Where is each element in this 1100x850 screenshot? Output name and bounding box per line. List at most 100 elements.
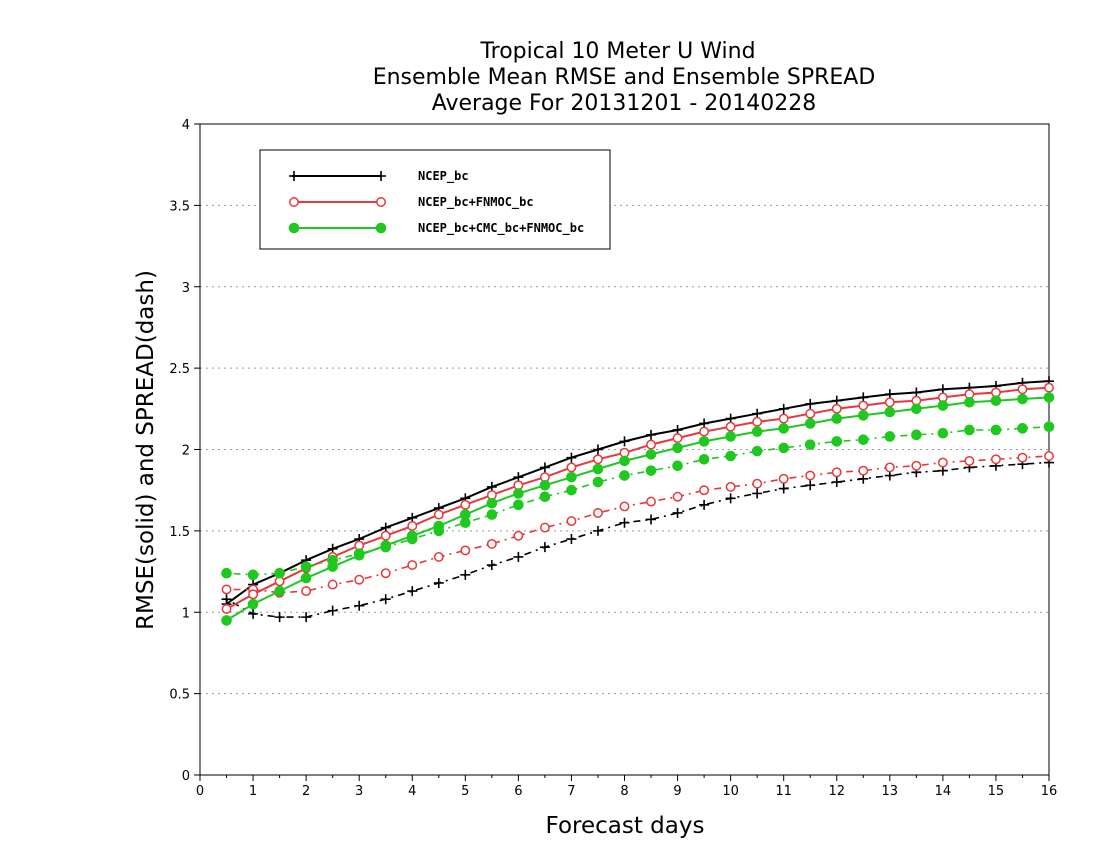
data-point xyxy=(752,488,763,499)
data-point xyxy=(539,522,550,533)
data-point xyxy=(1044,451,1054,461)
data-point xyxy=(699,426,710,437)
chart-title: Tropical 10 Meter U Wind Ensemble Mean R… xyxy=(373,39,876,116)
data-point xyxy=(274,612,285,623)
series-rmse-1 xyxy=(221,382,1054,614)
data-point xyxy=(752,416,763,427)
series-rmse-0 xyxy=(221,376,1054,610)
data-point xyxy=(406,530,418,542)
data-point xyxy=(911,403,922,415)
data-point xyxy=(778,423,789,434)
data-point xyxy=(513,551,524,562)
data-point xyxy=(460,569,471,580)
series-spread-2 xyxy=(221,421,1055,581)
legend-entry: NCEP_bc+CMC_bc+FNMOC_bc xyxy=(288,221,584,236)
title-line-2: Ensemble Mean RMSE and Ensemble SPREAD xyxy=(373,65,876,90)
x-axis: 0 1 2 3 4 5 6 7 8 9 10 11 12 13 14 15 16 xyxy=(196,775,1057,799)
data-point xyxy=(831,436,843,447)
data-point xyxy=(566,462,577,473)
data-point xyxy=(433,520,445,532)
data-point xyxy=(513,488,524,499)
data-point xyxy=(353,549,365,561)
data-point xyxy=(221,567,232,579)
data-point xyxy=(645,449,657,460)
data-point xyxy=(566,534,577,545)
x-tick-label: 6 xyxy=(514,784,522,799)
data-point xyxy=(619,517,630,528)
data-point xyxy=(407,560,418,571)
data-point xyxy=(460,499,471,510)
data-point xyxy=(433,577,444,588)
title-line-1: Tropical 10 Meter U Wind xyxy=(479,39,755,64)
data-point xyxy=(221,604,232,614)
data-point xyxy=(247,569,259,581)
data-point xyxy=(566,452,577,463)
data-point xyxy=(327,561,338,572)
data-point xyxy=(725,481,736,492)
data-point xyxy=(619,470,630,481)
x-tick-label: 14 xyxy=(935,784,952,799)
data-point xyxy=(646,439,656,450)
data-point xyxy=(592,525,603,536)
x-tick-label: 2 xyxy=(302,784,310,799)
y-tick-label: 0.5 xyxy=(169,688,190,703)
data-point xyxy=(248,608,259,619)
data-point xyxy=(937,427,949,439)
data-point xyxy=(778,483,789,494)
x-tick-label: 1 xyxy=(249,784,257,799)
data-point xyxy=(380,540,392,551)
data-point xyxy=(566,516,577,527)
x-tick-label: 5 xyxy=(461,784,469,799)
data-point xyxy=(1017,452,1028,463)
data-point xyxy=(778,413,789,424)
data-point xyxy=(289,171,299,181)
x-tick-label: 12 xyxy=(828,784,845,799)
data-point xyxy=(1017,384,1028,395)
data-point xyxy=(301,586,312,597)
data-point xyxy=(592,463,604,475)
data-point xyxy=(725,493,736,504)
data-point xyxy=(566,471,577,483)
data-point xyxy=(964,424,975,436)
legend-label: NCEP_bc xyxy=(418,169,469,184)
series-line xyxy=(225,396,1050,622)
data-point xyxy=(354,600,365,611)
data-point xyxy=(672,507,683,518)
x-axis-label: Forecast days xyxy=(546,813,705,839)
data-point xyxy=(539,491,551,502)
y-tick-label: 2.5 xyxy=(169,362,190,377)
data-point xyxy=(884,397,895,408)
y-tick-label: 3 xyxy=(182,281,190,296)
data-point xyxy=(354,574,365,585)
data-point xyxy=(804,439,816,450)
data-point xyxy=(778,473,789,484)
data-point xyxy=(593,454,603,465)
data-point xyxy=(831,467,842,478)
data-point xyxy=(911,429,922,441)
data-point xyxy=(274,585,285,597)
data-point xyxy=(645,465,657,476)
legend-label: NCEP_bc+CMC_bc+FNMOC_bc xyxy=(418,221,584,236)
data-point xyxy=(725,450,736,462)
y-tick-label: 0 xyxy=(182,769,190,784)
data-point xyxy=(937,457,948,468)
data-point xyxy=(672,460,683,472)
data-point xyxy=(911,460,922,471)
data-point xyxy=(513,499,524,511)
data-point xyxy=(646,429,657,440)
data-point xyxy=(990,454,1001,465)
x-tick-label: 11 xyxy=(775,784,792,799)
data-point xyxy=(592,444,603,455)
y-tick-label: 2 xyxy=(182,444,190,459)
data-point xyxy=(376,197,386,207)
data-point xyxy=(725,431,736,442)
data-point xyxy=(327,579,338,590)
data-point xyxy=(857,434,869,446)
data-point xyxy=(619,455,630,467)
data-point xyxy=(247,598,259,610)
data-point xyxy=(805,408,816,419)
data-point xyxy=(407,521,418,531)
data-point xyxy=(460,509,471,520)
y-tick-label: 3.5 xyxy=(169,199,190,214)
